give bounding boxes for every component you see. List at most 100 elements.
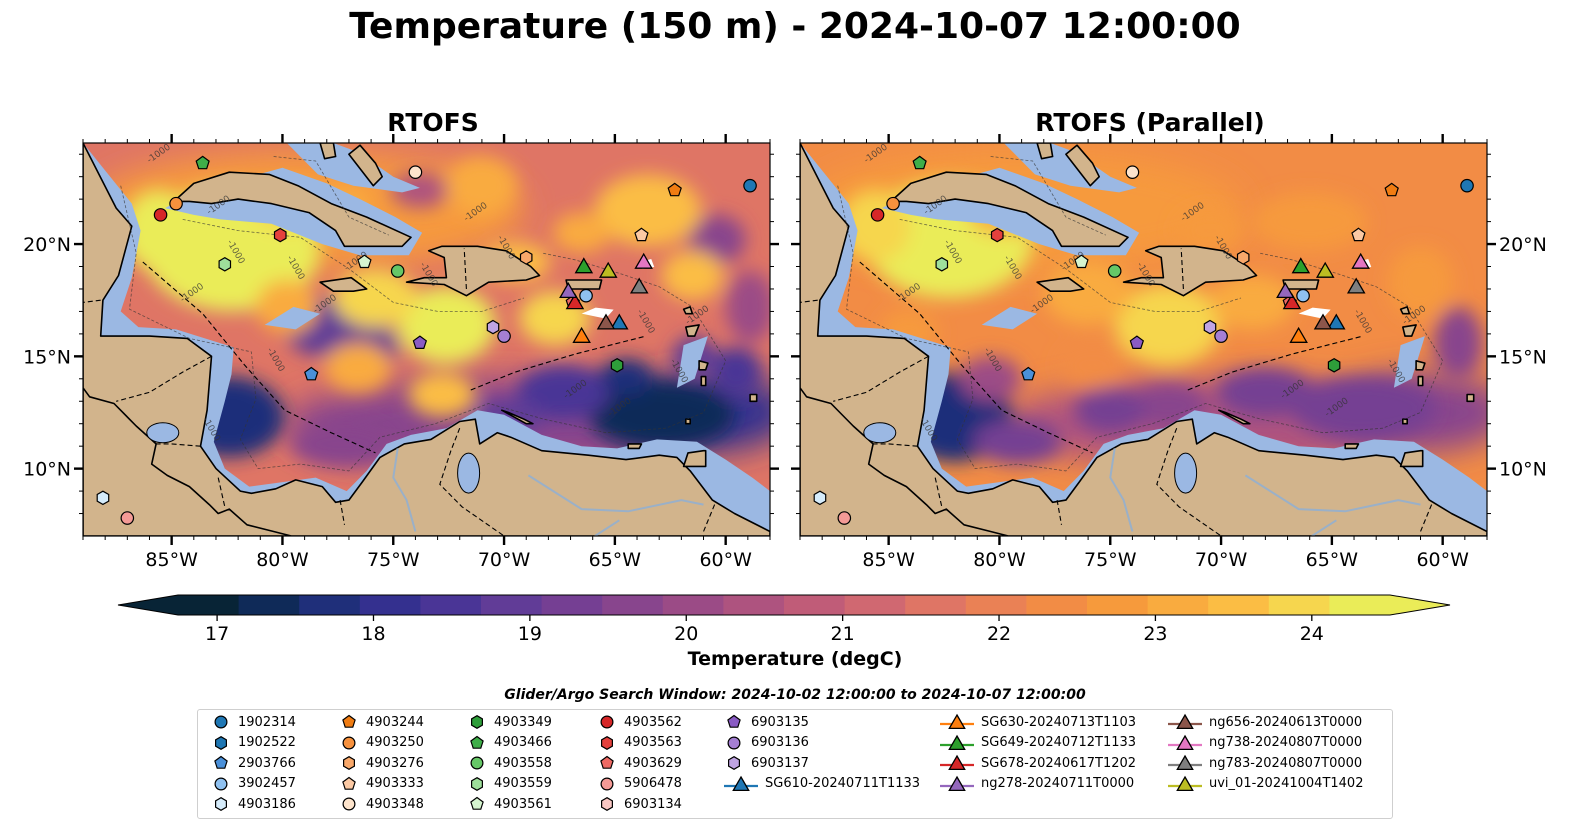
lon-tick-label: 75°W [367, 549, 420, 571]
marker-shape [214, 755, 228, 769]
marker-shape [1346, 277, 1366, 294]
marker-shape [120, 511, 135, 525]
marker-shape [727, 714, 741, 728]
marker-4903559 [218, 257, 232, 272]
lat-tick-label: 10°N [23, 459, 71, 481]
colorbar-segment [1147, 595, 1209, 615]
map-panel-rtofs: -1000-1000-1000-1000-1000-1000-1000 -1000… [23, 134, 779, 571]
land [173, 171, 412, 248]
shelf-area [286, 143, 420, 193]
legend-marker-icon [214, 755, 228, 769]
border-line [702, 504, 716, 532]
marker-SG649-20240712T1133 [1291, 257, 1311, 274]
marker-4903349 [610, 358, 624, 373]
colorbar-segment [1329, 595, 1391, 615]
lat-tick-label: 20°N [23, 234, 71, 256]
marker-SG630-20240713T1103 [572, 326, 591, 343]
marker-6903137 [1203, 319, 1217, 335]
marker-4903250 [169, 196, 183, 211]
land [83, 143, 770, 536]
ocean-field-blob [1216, 367, 1315, 417]
legend-label: 4903333 [366, 776, 424, 791]
legend-marker-icon [727, 714, 741, 728]
land [1036, 276, 1085, 293]
marker-shape [610, 358, 624, 373]
lon-tick-label: 65°W [1306, 549, 1359, 571]
marker-shape [600, 735, 613, 750]
legend-label: 6903135 [751, 714, 809, 730]
legend-label: 4903563 [624, 735, 682, 750]
marker-1902314 [1460, 178, 1474, 193]
marker-shape [1107, 264, 1122, 278]
border-line [1056, 500, 1063, 525]
legend-label: ng783-20240807T0000 [1209, 755, 1363, 771]
colorbar-segment [238, 595, 300, 615]
marker-ng278-20240711T0000 [559, 282, 578, 299]
legend-item: 4903349 [466, 712, 552, 732]
legend-item: 2903766 [210, 753, 296, 773]
map-body: -1000-1000-1000-1000-1000-1000-1000 -1000… [800, 143, 1487, 536]
legend-item: 4903559 [466, 774, 552, 794]
colorbar-segment [359, 595, 421, 615]
marker-shape [1351, 227, 1366, 242]
legend-label: 4903629 [624, 755, 682, 771]
marker-shape [596, 313, 616, 330]
border-line [1419, 504, 1433, 532]
marker-4903348 [408, 165, 423, 179]
marker-SG678-20240617T1202 [1282, 293, 1302, 310]
ocean-field-blob [599, 358, 653, 395]
border-line [439, 427, 505, 536]
legend-label: 1902522 [238, 735, 296, 750]
legend-marker-icon [214, 715, 228, 729]
axis-ticks: 85°W 80°W 75°W 70°W 65°W 60°W 20°N 15°N 10°N [791, 134, 1547, 571]
land [684, 324, 700, 337]
land [1344, 443, 1360, 450]
legend-marker-icon [727, 736, 741, 749]
marker-shape [342, 714, 356, 728]
land [1065, 144, 1100, 187]
ocean-field-blob [1209, 275, 1295, 330]
legend-item: SG678-20240617T1202 [939, 753, 1136, 773]
legend-marker-icon [214, 735, 227, 750]
legend-marker-icon [600, 797, 613, 811]
marker-shape [565, 293, 585, 310]
colorbar-segment [420, 595, 482, 615]
legend-marker-icon [470, 735, 484, 749]
land [1122, 245, 1258, 297]
legend-item: ng738-20240807T0000 [1167, 733, 1362, 753]
legend-marker-icon [1168, 754, 1202, 771]
marker-shape [1296, 288, 1310, 303]
legend-label: ng278-20240711T0000 [981, 776, 1135, 791]
marker-4903244 [1384, 182, 1399, 197]
legend-item: 1902314 [210, 712, 296, 732]
land [1036, 143, 1054, 160]
marker-shape [574, 257, 594, 274]
colorbar-segment [602, 595, 664, 615]
marker-shape [948, 775, 966, 791]
marker-shape [727, 736, 741, 749]
legend-label: 4903349 [494, 714, 552, 730]
marker-6903135 [412, 335, 428, 349]
land [627, 443, 643, 450]
legend-label: 6903137 [751, 755, 809, 771]
colorbar-segment [905, 595, 967, 615]
marker-shape [342, 797, 356, 811]
land [348, 144, 384, 187]
lon-tick-label: 65°W [589, 549, 642, 571]
legend-label: 4903186 [238, 796, 296, 812]
marker-shape [214, 715, 228, 729]
marker-4903186 [96, 490, 110, 506]
legend-marker-icon [470, 796, 484, 810]
marker-ng738-20240807T0000 [1351, 252, 1370, 269]
colorbar-tick-label: 20 [674, 623, 698, 645]
legend-marker-icon [342, 756, 355, 770]
axis-ticks: 85°W 80°W 75°W 70°W 65°W 60°W 20°N 15°N 10°N [23, 134, 779, 571]
ocean-field-blob [594, 174, 702, 247]
marker-shape [357, 254, 372, 269]
legend-label: 4903558 [494, 755, 552, 771]
colorbar-segment [844, 595, 906, 615]
legend-marker-icon [470, 756, 484, 770]
marker-4903348 [1125, 165, 1140, 179]
lake-maracaibo [1174, 452, 1198, 494]
marker-shape [408, 165, 423, 179]
